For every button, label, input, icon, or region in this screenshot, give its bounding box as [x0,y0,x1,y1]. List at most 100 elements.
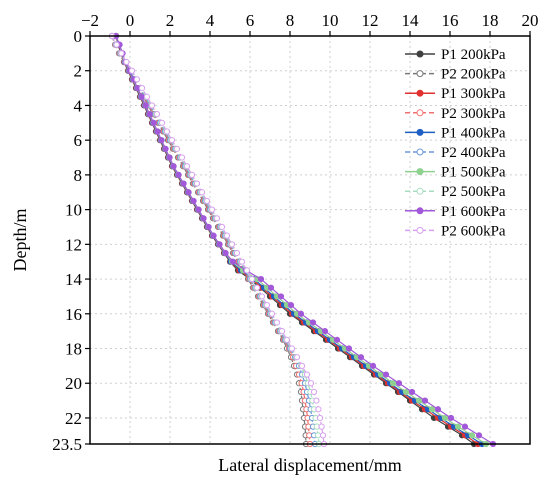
data-point [382,371,390,378]
data-point [168,137,176,144]
data-point [267,284,275,291]
data-point [148,102,156,109]
y-tick-label: 23.5 [52,435,82,454]
data-point [434,406,442,413]
data-point [173,145,181,152]
data-point [216,241,223,248]
data-point [288,345,296,352]
data-point [369,362,377,369]
legend-label: P1 600kPa [441,204,506,220]
legend-swatch-marker [416,226,424,234]
data-point [175,171,182,178]
data-point [273,319,281,326]
data-point [447,414,455,422]
data-point [238,258,246,265]
data-point [113,41,120,48]
legend-swatch-marker [416,168,424,176]
data-point [178,154,186,161]
legend-label: P2 300kPa [441,106,506,122]
data-point [318,423,325,430]
data-point [128,67,136,74]
data-point [468,432,476,439]
legend-entry: P2 300kPa [405,106,506,122]
data-point [277,293,285,300]
data-point [188,171,196,178]
data-point [258,293,266,300]
data-point [203,197,211,205]
data-point [233,249,241,257]
data-point [162,145,169,152]
legend-entry: P1 600kPa [405,204,506,220]
data-point [454,423,462,430]
data-point [421,397,429,404]
legend-entry: P2 600kPa [405,223,506,239]
data-point [229,258,237,265]
legend-swatch-marker [416,128,424,136]
data-point [257,275,265,283]
data-point [205,223,212,231]
data-point [154,128,161,135]
legend: P1 200kPa P2 200kPa P1 300kPa P2 300kPa P1 4… [405,47,506,239]
y-axis-title: Depth/m [10,209,30,272]
data-point [293,354,301,361]
data-point [402,388,410,396]
legend-entry: P2 500kPa [405,184,506,200]
legend-swatch-marker [416,70,424,78]
legend-swatch-marker [416,50,424,58]
series-line [111,35,320,445]
legend-swatch-marker [416,207,424,215]
legend-entry: P1 200kPa [405,47,506,63]
data-point [475,432,483,439]
legend-label: P1 300kPa [441,86,506,102]
data-point [315,406,322,413]
series-layer [108,32,497,448]
data-point [298,362,306,369]
data-point [200,215,207,222]
legend-label: P2 200kPa [441,67,506,83]
y-tick-label: 6 [74,131,83,150]
data-point [123,58,130,66]
data-point [153,111,161,118]
data-point [297,310,305,317]
data-point [268,310,276,317]
x-tick-label: 8 [286,11,295,30]
data-point [389,380,397,387]
axes: −2 0 2 4 6 8 10 12 14 16 18 20024681012141618202223… [52,11,538,454]
data-point [166,154,173,161]
x-tick-label: 12 [362,11,379,30]
data-point [283,336,291,343]
data-point [253,284,261,291]
legend-entry: P2 200kPa [405,67,506,83]
data-point [223,232,231,239]
series-line [111,35,316,445]
data-point [278,328,286,335]
data-point [395,380,403,387]
x-tick-label: 2 [166,11,175,30]
x-tick-label: 10 [322,11,339,30]
x-tick-label: 0 [126,11,135,30]
legend-entry: P1 400kPa [405,125,506,141]
data-point [333,336,341,343]
legend-label: P2 400kPa [441,145,506,161]
data-point [263,302,271,309]
series-p2-600kpa [108,32,328,448]
x-tick-label: −2 [81,11,99,30]
data-point [118,50,125,57]
data-point [163,128,171,135]
y-tick-label: 4 [74,96,83,115]
data-point [321,328,329,335]
legend-swatch-marker [416,109,424,117]
data-point [198,189,206,196]
data-point [138,93,145,100]
data-point [441,414,449,422]
plot-frame [89,35,531,445]
data-point [142,102,149,109]
x-tick-label: 20 [522,11,539,30]
data-point [210,232,217,239]
data-point [408,388,416,396]
data-point [222,249,229,257]
data-point [314,432,322,439]
data-point [193,180,201,187]
data-point [190,197,197,205]
